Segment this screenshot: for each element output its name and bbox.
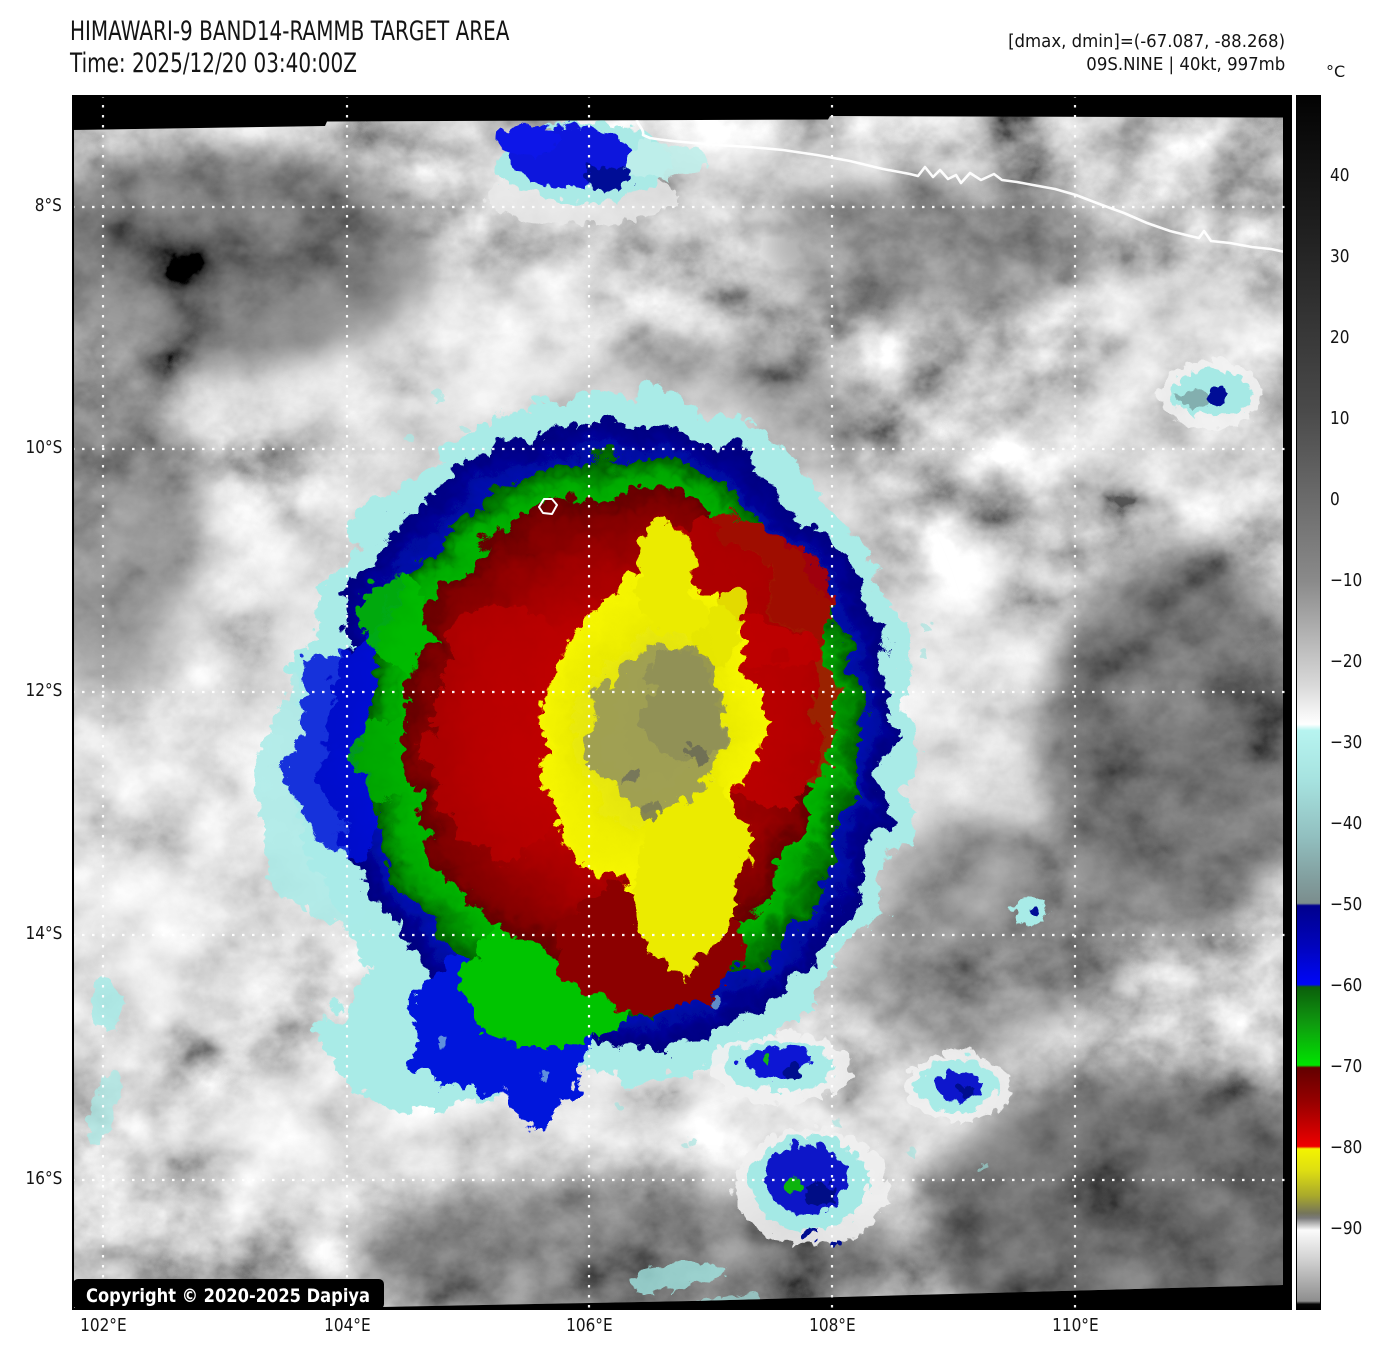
colorbar-tick-label: −90 xyxy=(1330,1218,1363,1239)
cold-cloud-patches xyxy=(84,119,1260,1310)
page-title: HIMAWARI-9 BAND14-RAMMB TARGET AREA xyxy=(70,16,510,47)
colorbar-tick-label: −20 xyxy=(1330,651,1363,672)
temperature-colorbar xyxy=(1296,95,1321,1310)
copyright-badge: Copyright © 2020-2025 Dapiya xyxy=(73,1279,384,1309)
colorbar-tick-label: −60 xyxy=(1330,975,1363,996)
lon-label: 110°E xyxy=(1051,1315,1099,1336)
map-frame xyxy=(72,95,1292,1310)
colorbar-tick-label: −50 xyxy=(1330,894,1363,915)
colorbar-tick-label: −10 xyxy=(1330,570,1363,591)
colorbar-tick-label: 0 xyxy=(1330,489,1340,510)
coastline xyxy=(635,116,1283,254)
lat-label: 14°S xyxy=(25,923,62,944)
colorbar-tick-label: 10 xyxy=(1330,408,1350,429)
graticule xyxy=(72,95,1292,1310)
dmax-dmin-readout: [dmax, dmin]=(-67.087, -88.268) xyxy=(1008,31,1285,52)
satellite-ir-image: Copyright © 2020-2025 Dapiya xyxy=(72,95,1292,1310)
colorbar-unit-label: °C xyxy=(1326,62,1346,81)
colorbar-tick-label: 30 xyxy=(1330,246,1350,267)
storm-info-label: 09S.NINE | 40kt, 997mb xyxy=(1085,54,1285,75)
header-right: [dmax, dmin]=(-67.087, -88.268) 09S.NINE… xyxy=(984,30,1285,76)
lat-label: 12°S xyxy=(25,680,62,701)
copyright-text: Copyright © 2020-2025 Dapiya xyxy=(86,1285,370,1307)
island-outline xyxy=(538,498,558,515)
lon-label: 104°E xyxy=(323,1315,371,1336)
cyclone-cold-cloud-shield xyxy=(242,379,906,1105)
lon-label: 108°E xyxy=(808,1315,856,1336)
colorbar-tick-label: 20 xyxy=(1330,327,1350,348)
map-area: Copyright © 2020-2025 Dapiya xyxy=(72,95,1292,1310)
header-left: HIMAWARI-9 BAND14-RAMMB TARGET AREA Time… xyxy=(70,16,664,80)
timestamp-label: Time: 2025/12/20 03:40:00Z xyxy=(70,48,357,79)
lat-label: 8°S xyxy=(34,195,62,216)
colorbar-tick-label: 40 xyxy=(1330,165,1350,186)
colorbar-tick-label: −70 xyxy=(1330,1056,1363,1077)
colorbar-tick-label: −40 xyxy=(1330,813,1363,834)
lon-label: 102°E xyxy=(79,1315,127,1336)
lat-label: 10°S xyxy=(25,437,62,458)
lon-label: 106°E xyxy=(565,1315,613,1336)
colorbar-tick-label: −80 xyxy=(1330,1137,1363,1158)
colorbar-tick-label: −30 xyxy=(1330,732,1363,753)
lat-label: 16°S xyxy=(25,1168,62,1189)
